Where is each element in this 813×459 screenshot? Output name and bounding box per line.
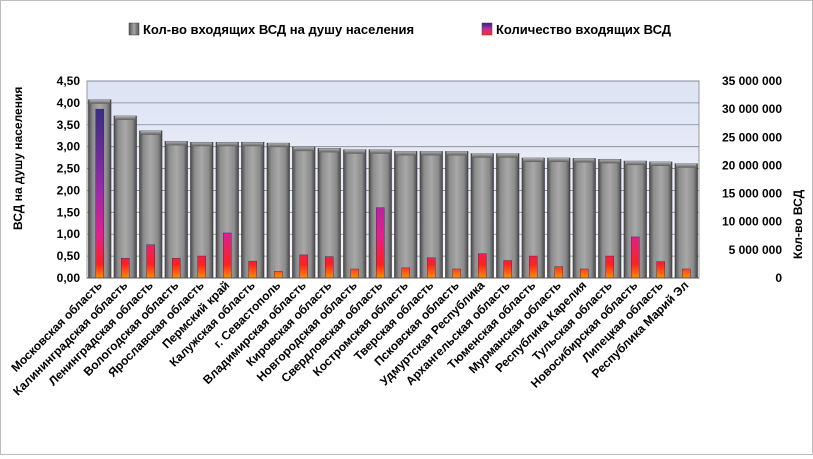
left-tick-label: 3,00 <box>57 140 81 154</box>
per-capita-bar-top <box>650 161 671 166</box>
left-tick-label: 2,00 <box>57 183 81 197</box>
count-bar <box>95 108 104 279</box>
right-tick-label: 0 <box>775 271 782 285</box>
legend-label-per-capita: Кол-во входящих ВСД на душу населения <box>143 22 414 37</box>
right-tick-label: 10 000 000 <box>722 215 782 229</box>
per-capita-bar <box>572 158 596 279</box>
per-capita-bar-top <box>523 158 544 163</box>
per-capita-bar-top <box>548 158 569 163</box>
count-bar <box>274 271 283 279</box>
per-capita-bar-top <box>268 143 289 148</box>
legend: Кол-во входящих ВСД на душу населения Ко… <box>128 22 672 37</box>
count-bar <box>401 267 410 279</box>
count-bar <box>197 255 206 279</box>
per-capita-bar <box>164 141 188 279</box>
count-bar <box>121 258 130 279</box>
per-capita-bar <box>445 151 469 279</box>
right-tick-label: 30 000 000 <box>722 102 782 116</box>
left-tick-label: 4,50 <box>57 74 81 88</box>
count-bar <box>146 244 155 279</box>
count-bar <box>427 257 436 279</box>
count-bar <box>656 261 665 279</box>
per-capita-bar <box>241 141 265 279</box>
legend-item-count: Количество входящих ВСД <box>481 22 672 37</box>
left-tick-label: 0,00 <box>57 271 81 285</box>
count-bar <box>503 260 512 279</box>
right-axis-ticks: 0 5 000 000 10 000 000 15 000 000 20 000 000… <box>722 74 782 285</box>
count-bar <box>172 258 181 279</box>
count-bar <box>223 232 232 279</box>
right-axis-title: Кол-во ВСД <box>791 189 805 259</box>
per-capita-bar-top <box>293 147 314 152</box>
per-capita-bar <box>113 115 137 279</box>
left-tick-label: 4,00 <box>57 96 81 110</box>
per-capita-bar-top <box>472 153 493 158</box>
per-capita-bar-top <box>242 142 263 147</box>
left-tick-label: 3,50 <box>57 118 81 132</box>
left-tick-label: 2,50 <box>57 162 81 176</box>
right-tick-label: 5 000 000 <box>729 243 783 257</box>
count-bar <box>478 253 487 279</box>
per-capita-bar <box>674 163 698 279</box>
legend-swatch-per-capita <box>128 22 140 36</box>
per-capita-bar-top <box>166 141 187 146</box>
per-capita-bar-top <box>625 161 646 166</box>
right-tick-label: 15 000 000 <box>722 187 782 201</box>
right-tick-label: 35 000 000 <box>722 74 782 88</box>
per-capita-bar-top <box>497 153 518 158</box>
per-capita-bar <box>343 149 367 279</box>
count-bar <box>376 207 385 279</box>
per-capita-bar-top <box>140 130 161 135</box>
count-bar <box>580 268 589 279</box>
count-bar <box>452 268 461 279</box>
per-capita-bar-top <box>446 151 467 156</box>
count-bar <box>248 260 257 279</box>
count-bar <box>325 256 334 279</box>
right-tick-label: 25 000 000 <box>722 130 782 144</box>
per-capita-bar-top <box>89 99 110 104</box>
per-capita-bar-top <box>115 116 136 121</box>
legend-item-per-capita: Кол-во входящих ВСД на душу населения <box>128 22 414 37</box>
plot-area <box>86 80 700 279</box>
per-capita-bar-top <box>395 151 416 156</box>
legend-label-count: Количество входящих ВСД <box>496 22 672 37</box>
left-tick-label: 0,50 <box>57 249 81 263</box>
count-bar <box>682 268 691 279</box>
count-bar <box>299 254 308 279</box>
per-capita-bar <box>547 157 571 279</box>
per-capita-bar-top <box>574 158 595 163</box>
right-tick-label: 20 000 000 <box>722 158 782 172</box>
gridlines <box>87 80 699 257</box>
per-capita-bar-top <box>344 149 365 154</box>
left-tick-label: 1,00 <box>57 227 81 241</box>
per-capita-bar-top <box>217 142 238 147</box>
count-bar <box>605 255 614 279</box>
count-bar <box>631 236 640 279</box>
count-bar <box>350 268 359 279</box>
per-capita-bar <box>394 151 418 279</box>
left-axis-title: ВСД на душу населения <box>11 87 25 230</box>
count-bar <box>529 255 538 279</box>
per-capita-bar <box>649 161 673 279</box>
per-capita-bar <box>266 142 290 279</box>
left-axis-ticks: 0,00 0,50 1,00 1,50 2,00 2,50 3,00 3,50 4,00 4,50 <box>57 74 81 285</box>
left-tick-label: 1,50 <box>57 205 81 219</box>
count-bar <box>554 266 563 279</box>
per-capita-bar-top <box>370 149 391 154</box>
per-capita-bar <box>496 153 520 279</box>
per-capita-bar-top <box>676 163 697 168</box>
per-capita-bar-top <box>421 151 442 156</box>
per-capita-bar-top <box>599 159 620 164</box>
legend-swatch-count <box>481 22 493 36</box>
per-capita-bar-top <box>191 142 212 147</box>
per-capita-bar-top <box>319 148 340 153</box>
x-tick-label: Ленинградская область <box>46 278 156 388</box>
